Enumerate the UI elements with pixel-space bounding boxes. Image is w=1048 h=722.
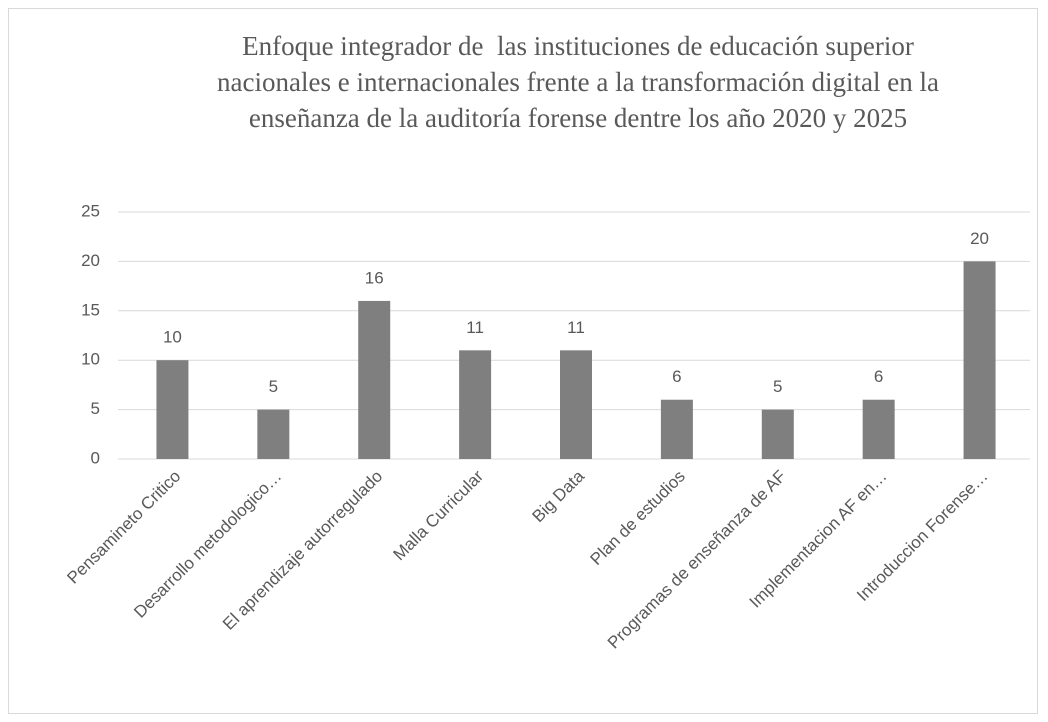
- bar: [257, 409, 290, 459]
- bar: [862, 399, 895, 459]
- y-tick-label: 5: [91, 399, 100, 418]
- data-label: 11: [466, 318, 484, 337]
- bar: [560, 350, 592, 459]
- x-tick-label: El aprendizaje autorregulado: [219, 467, 386, 634]
- data-label: 16: [365, 268, 384, 287]
- data-label: 11: [567, 318, 585, 337]
- data-label: 6: [874, 367, 883, 386]
- x-tick-label: Big Data: [528, 466, 588, 526]
- data-label: 20: [970, 229, 989, 248]
- data-label: 10: [163, 328, 182, 347]
- chart-frame: [8, 8, 1038, 714]
- bar: [761, 409, 794, 459]
- data-label: 6: [672, 367, 681, 386]
- bar: [156, 360, 189, 459]
- y-tick-label: 15: [81, 300, 100, 319]
- bar: [459, 350, 492, 459]
- y-tick-label: 10: [81, 350, 100, 369]
- y-tick-label: 25: [81, 201, 100, 220]
- x-tick-label: Malla Curricular: [390, 466, 488, 564]
- bar: [358, 300, 391, 459]
- y-tick-label: 0: [91, 448, 100, 467]
- chart-title: Enfoque integrador de las instituciones …: [217, 31, 946, 133]
- x-tick-label: Plan de estudios: [587, 467, 689, 569]
- data-label: 5: [269, 377, 278, 396]
- data-label: 5: [773, 377, 782, 396]
- x-tick-label: Programas de enseñanza de AF: [604, 467, 790, 653]
- bar: [963, 261, 996, 459]
- y-tick-label: 20: [81, 251, 100, 270]
- bar: [660, 399, 693, 459]
- x-tick-label: Pensamineto Critico: [63, 467, 184, 588]
